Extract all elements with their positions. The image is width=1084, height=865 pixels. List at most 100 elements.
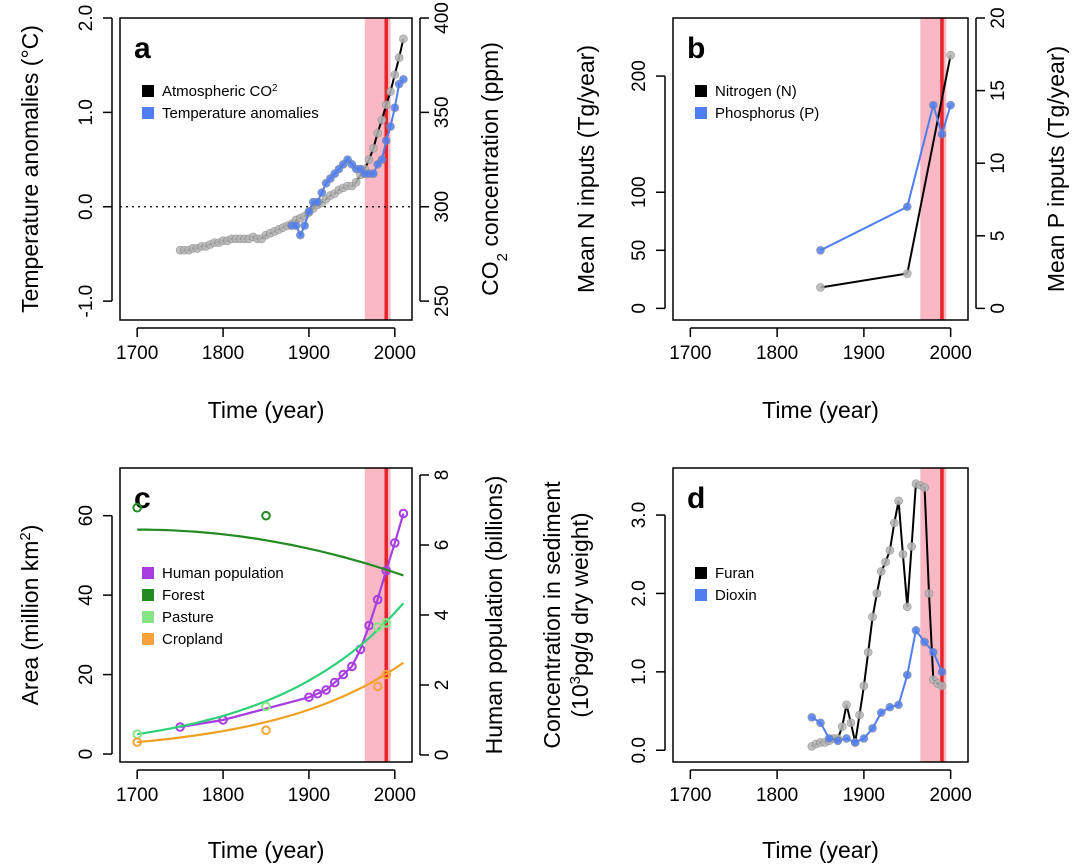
data-point (399, 75, 408, 84)
superscript: 2 (272, 83, 277, 94)
x-tick-label: 1900 (288, 343, 330, 364)
y-tick-label-left: 200 (629, 60, 650, 92)
legend: Furan Dioxin (695, 565, 757, 604)
y-axis-left-title-text: Mean N inputs (Tg/year) (573, 45, 599, 293)
legend-entry-text: Dioxin (715, 587, 757, 604)
x-tick-label: 2000 (374, 785, 416, 806)
legend-entry-text: Pasture (162, 609, 214, 626)
series-phosphorus-p- (816, 100, 955, 255)
legend-entry: Nitrogen (N) (715, 83, 797, 100)
series-line (811, 627, 943, 744)
data-series-group (175, 34, 408, 255)
y-tick-label-right: 6 (432, 540, 453, 551)
y-axis-left-title-text: Area (million km (17, 541, 43, 706)
data-point (807, 713, 817, 722)
data-point (868, 723, 877, 733)
y-axis-left-title-text: Concentration in sediment (539, 481, 565, 749)
data-point (304, 692, 314, 703)
x-axis: 1700 1800 1900 2000 (669, 327, 972, 364)
co-prefix: CO (477, 261, 503, 296)
data-point (394, 53, 404, 62)
series-nitrogen-n- (816, 50, 955, 292)
data-point (876, 708, 886, 717)
y-axis-left-title-text: Temperature anomalies (°C) (17, 25, 43, 313)
legend-swatch (142, 85, 154, 97)
label-part: (10 (567, 684, 593, 717)
data-point (876, 567, 886, 576)
y-tick-label-right: 350 (432, 97, 453, 129)
y-tick-label-left: 2.0 (629, 580, 650, 606)
panel-c: 1700 1800 1900 2000 Time (year) 0 20 40 60 0 2 4 6 8 A… (17, 467, 507, 863)
legend-entry: Cropland (162, 631, 223, 648)
x-tick-label: 1700 (116, 785, 158, 806)
data-point (347, 661, 357, 672)
x-tick-label: 1800 (202, 785, 244, 806)
subscript: 2 (494, 253, 511, 261)
legend-entry: Human population (162, 565, 284, 582)
legend-entry: Pasture (162, 609, 214, 626)
x-axis-label: Time (year) (208, 837, 325, 863)
y-tick-label-left: 100 (629, 176, 650, 208)
data-point (377, 115, 387, 125)
y-tick-label-left: 60 (76, 505, 97, 526)
data-point (937, 129, 947, 139)
data-point (816, 283, 825, 292)
data-point (902, 202, 912, 212)
y-axis-right-title: Human population (billions) (481, 476, 507, 755)
data-point (390, 538, 400, 548)
y-tick-label-right: 250 (432, 285, 453, 317)
legend-entry: Dioxin (715, 587, 757, 604)
series-trend-line (137, 602, 405, 736)
legend-entry: Furan (715, 565, 754, 582)
legend-entry-text: Human population (162, 565, 284, 582)
y-tick-label-right: 0 (988, 303, 1009, 314)
data-point (885, 546, 895, 555)
data-point (911, 625, 921, 635)
plot-frame (672, 17, 969, 321)
series-trend-line (137, 528, 404, 577)
x-tick-label: 1700 (669, 343, 711, 364)
data-point (386, 122, 395, 131)
x-axis-label: Time (year) (762, 397, 879, 423)
y-axis-right-title: Mean P inputs (Tg/year) (1043, 46, 1069, 292)
superscript: 3 (567, 676, 584, 684)
data-point (398, 508, 409, 519)
data-point (329, 677, 340, 688)
data-point (920, 483, 929, 492)
x-tick-label: 1900 (288, 785, 330, 806)
data-point (296, 230, 305, 240)
y-tick-label-right: 20 (988, 7, 1009, 28)
legend-swatch (142, 611, 154, 623)
data-point (928, 100, 938, 110)
data-point (902, 269, 912, 278)
y-axis-left: 0.0 1.0 2.0 3.0 (629, 502, 666, 763)
series-pasture (132, 602, 405, 739)
data-point (816, 718, 825, 728)
y-axis-right-title-text: Mean P inputs (Tg/year) (1043, 46, 1069, 292)
y-tick-label-left: 2.0 (76, 5, 97, 31)
y-axis-right-title-text: Human population (billions) (481, 476, 507, 755)
data-point (372, 681, 383, 692)
y-tick-label-right: 0 (432, 750, 453, 761)
legend-entry: Forest (162, 587, 205, 604)
y-tick-label-left: 0.0 (629, 737, 650, 763)
data-point (291, 221, 301, 230)
data-point (920, 637, 929, 647)
legend-swatch (142, 633, 154, 645)
superscript: 2 (17, 532, 34, 540)
data-series-group (816, 50, 955, 292)
legend-entry-text: Furan (715, 565, 754, 582)
x-axis: 1700 1800 1900 2000 (669, 769, 972, 806)
y-tick-label-left: 0.0 (76, 194, 97, 220)
series-cropland (132, 661, 405, 747)
data-point (816, 246, 825, 255)
data-point (317, 188, 327, 197)
legend-entry-text: Forest (162, 587, 205, 604)
data-point (261, 510, 271, 521)
data-point (837, 722, 847, 732)
data-point (894, 496, 903, 506)
y-axis-right: 250 300 350 400 (419, 2, 453, 317)
data-point (946, 100, 955, 110)
y-tick-label-right: 300 (432, 191, 453, 223)
